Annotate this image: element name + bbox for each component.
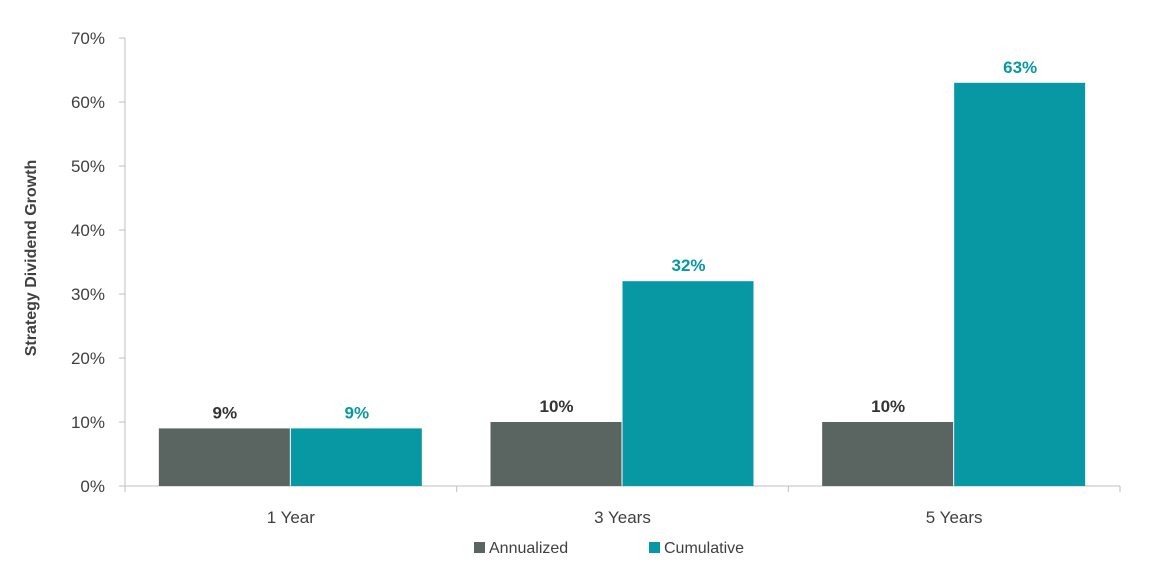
y-tick-label: 30%	[71, 285, 105, 304]
y-axis-title: Strategy Dividend Growth	[23, 160, 40, 356]
y-tick-label: 20%	[71, 349, 105, 368]
data-labels: 9% 9% 10% 32% 10% 63%	[213, 58, 1038, 423]
bar-annualized	[158, 428, 290, 486]
data-label-annualized: 9%	[213, 403, 238, 422]
legend-label-annualized: Annualized	[489, 540, 568, 557]
data-label-annualized: 10%	[871, 397, 905, 416]
bar-annualized	[490, 422, 622, 486]
y-tick-label: 70%	[71, 29, 105, 48]
data-label-annualized: 10%	[539, 397, 573, 416]
legend-swatch-annualized	[474, 542, 485, 553]
y-tick-label: 40%	[71, 221, 105, 240]
x-category-label: 1 Year	[267, 508, 316, 527]
axes: 0% 10% 20% 30% 40% 50% 60% 70% 1 Year 3 Years 5 Ye…	[71, 29, 1121, 527]
data-label-cumulative: 9%	[345, 403, 370, 422]
legend-swatch-cumulative	[649, 542, 660, 553]
data-label-cumulative: 63%	[1003, 58, 1037, 77]
x-category-label: 3 Years	[594, 508, 651, 527]
bar-cumulative	[290, 428, 422, 486]
bar-annualized	[822, 422, 954, 486]
x-category-label: 5 Years	[926, 508, 983, 527]
data-label-cumulative: 32%	[671, 256, 705, 275]
y-tick-label: 50%	[71, 157, 105, 176]
y-tick-label: 10%	[71, 413, 105, 432]
y-tick-label: 60%	[71, 93, 105, 112]
legend-label-cumulative: Cumulative	[664, 540, 744, 557]
bars	[158, 82, 1086, 487]
bar-cumulative	[954, 82, 1086, 487]
legend: Annualized Cumulative	[474, 540, 744, 557]
y-tick-label: 0%	[80, 477, 105, 496]
bar-cumulative	[622, 281, 754, 486]
